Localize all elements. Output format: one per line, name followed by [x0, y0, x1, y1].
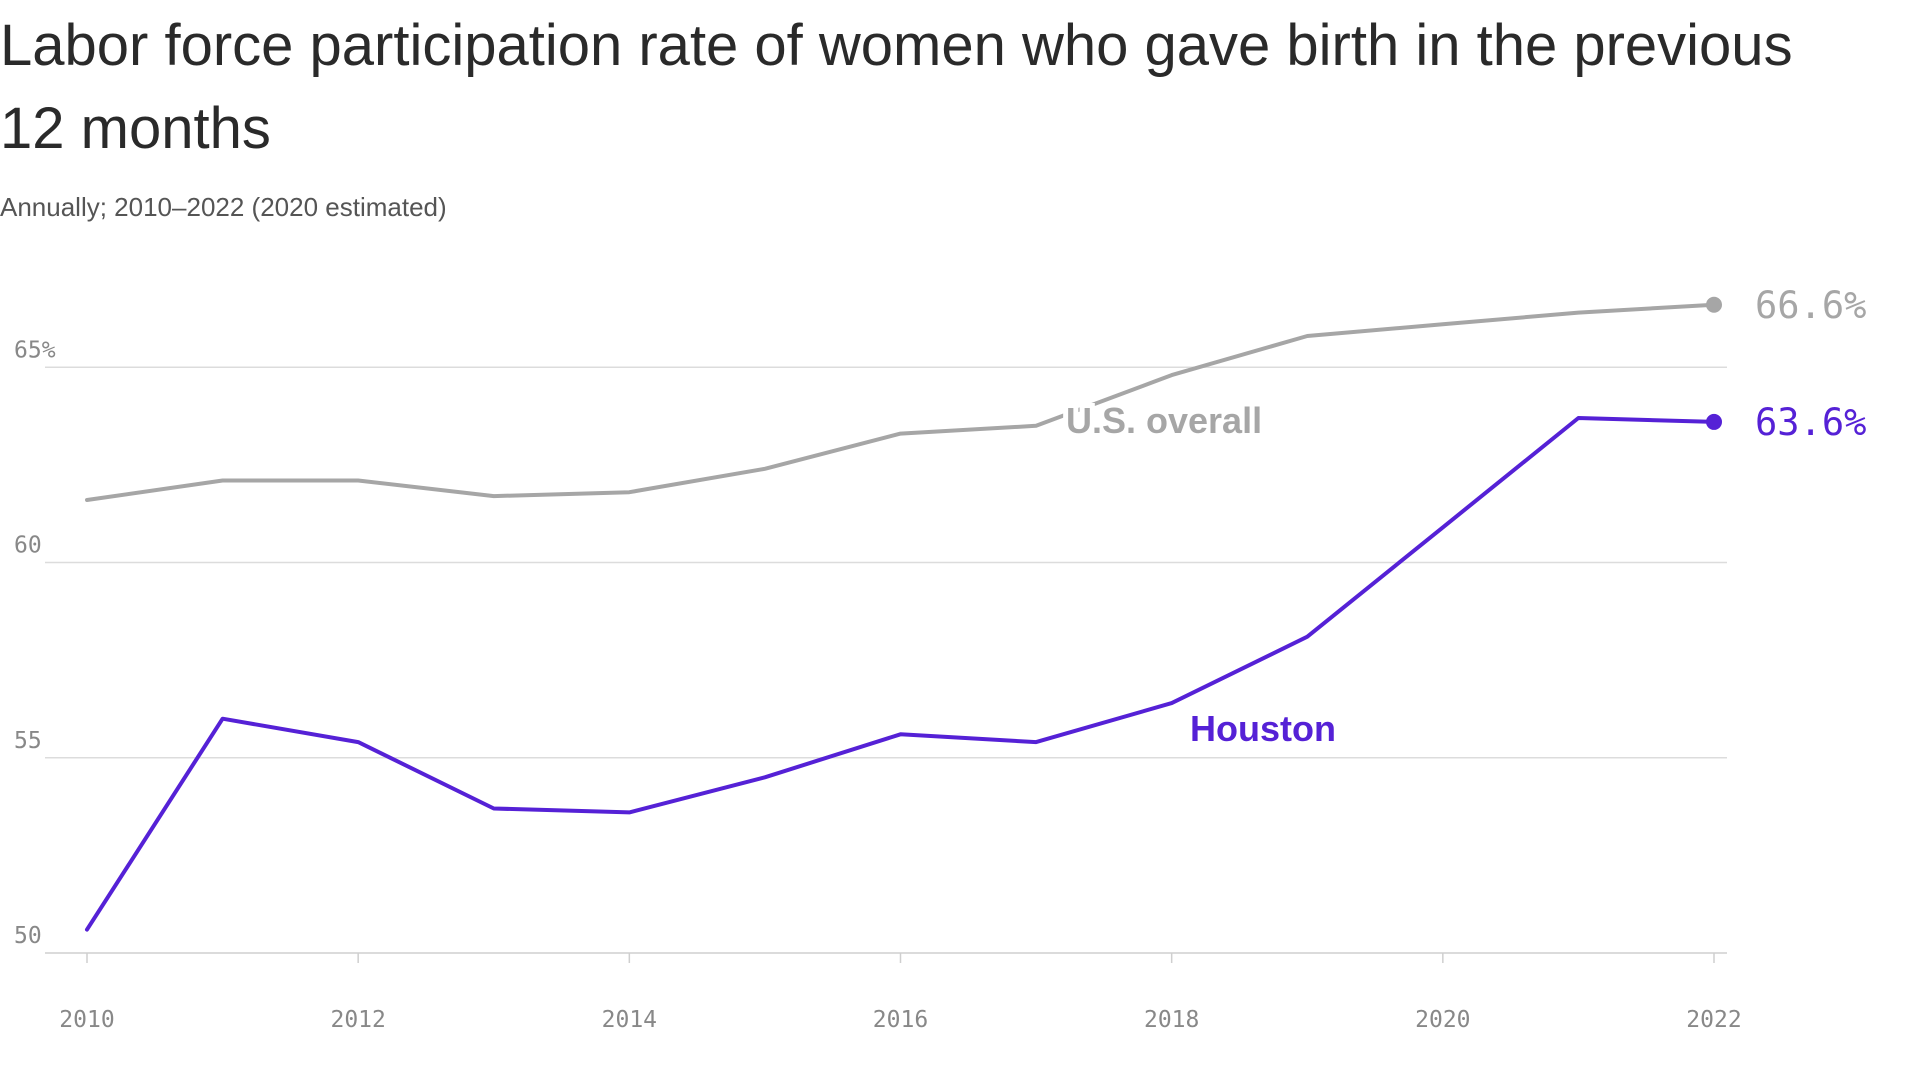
y-tick-label: 65%: [14, 337, 56, 363]
x-tick-label: 2016: [873, 1007, 928, 1033]
x-tick-label: 2022: [1686, 1007, 1741, 1033]
end-point-marker: [1706, 296, 1722, 313]
end-point-marker: [1706, 413, 1722, 430]
x-tick-label: 2012: [330, 1007, 385, 1033]
end-value-label: 63.6%: [1755, 401, 1866, 444]
chart-subtitle: Annually; 2010–2022 (2020 estimated): [0, 192, 447, 222]
x-tick-label: 2010: [59, 1007, 114, 1033]
series-lines: [85, 296, 1722, 932]
y-axis: 50 55 60 65%: [14, 337, 56, 949]
y-tick-label: 50: [14, 923, 42, 949]
x-axis: 2010 2012 2014 2016 2018 2020 2022: [59, 953, 1742, 1033]
series-label-us-overall: U.S. overall: [1066, 400, 1262, 441]
series-line-houston: [85, 416, 1716, 932]
y-tick-label: 55: [14, 728, 42, 754]
series-label-houston: Houston: [1190, 708, 1336, 749]
x-tick-label: 2014: [602, 1007, 657, 1033]
y-tick-label: 60: [14, 533, 42, 559]
gridlines: [45, 366, 1727, 954]
chart-title: Labor force participation rate of women …: [0, 13, 1793, 161]
x-tick-label: 2018: [1144, 1007, 1199, 1033]
end-value-label: 66.6%: [1755, 284, 1866, 327]
x-tick-label: 2020: [1415, 1007, 1470, 1033]
series-line-us-overall: [85, 302, 1716, 502]
series-labels: 66.6% 63.6% U.S. overall Houston: [1061, 284, 1866, 754]
